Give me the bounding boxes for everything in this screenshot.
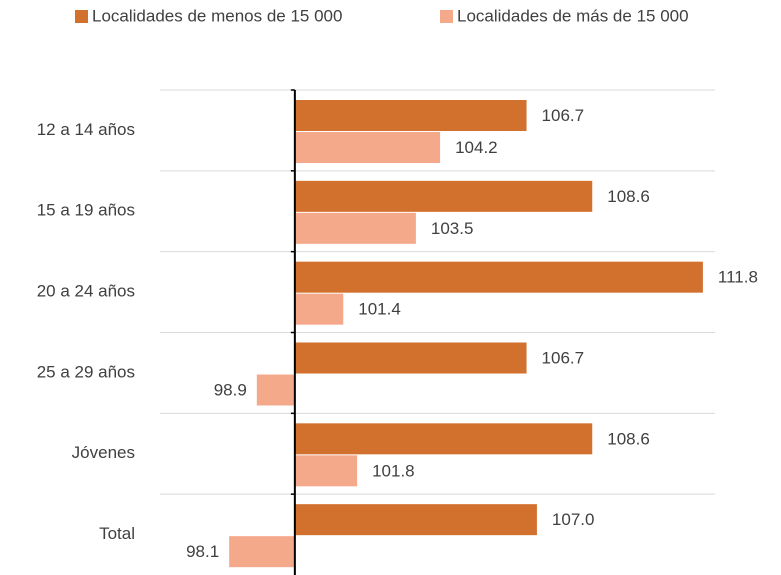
bar: [294, 261, 703, 293]
bar: [294, 342, 527, 374]
data-label: 101.8: [372, 461, 415, 480]
legend-label: Localidades de más de 15 000: [457, 6, 689, 25]
bar: [229, 536, 295, 568]
bar: [294, 100, 527, 131]
data-label: 111.8: [718, 268, 758, 287]
data-label: 107.0: [552, 510, 595, 529]
data-label: 108.6: [607, 187, 650, 206]
legend-swatch: [75, 10, 88, 23]
data-label: 101.4: [358, 300, 401, 319]
legend-swatch: [440, 10, 453, 23]
bar: [294, 132, 441, 163]
data-label: 106.7: [542, 106, 585, 125]
bar: [294, 423, 593, 455]
data-label: 98.1: [186, 542, 219, 561]
bar: [294, 455, 358, 487]
data-label: 103.5: [431, 219, 474, 238]
y-tick-label: 12 a 14 años: [37, 120, 135, 139]
bar: [256, 374, 295, 406]
legend-label: Localidades de menos de 15 000: [92, 6, 342, 25]
y-tick-label: Jóvenes: [72, 443, 135, 462]
bar: [294, 504, 537, 536]
data-label: 108.6: [607, 429, 650, 448]
y-tick-label: Total: [99, 524, 135, 543]
y-tick-label: 25 a 29 años: [37, 362, 135, 381]
data-label: 106.7: [542, 348, 585, 367]
data-label: 98.9: [214, 380, 247, 399]
y-tick-label: 15 a 19 años: [37, 201, 135, 220]
bar: [294, 180, 593, 212]
y-tick-label: 20 a 24 años: [37, 282, 135, 301]
data-label: 104.2: [455, 138, 498, 157]
bar: [294, 212, 416, 244]
bar: [294, 293, 344, 325]
